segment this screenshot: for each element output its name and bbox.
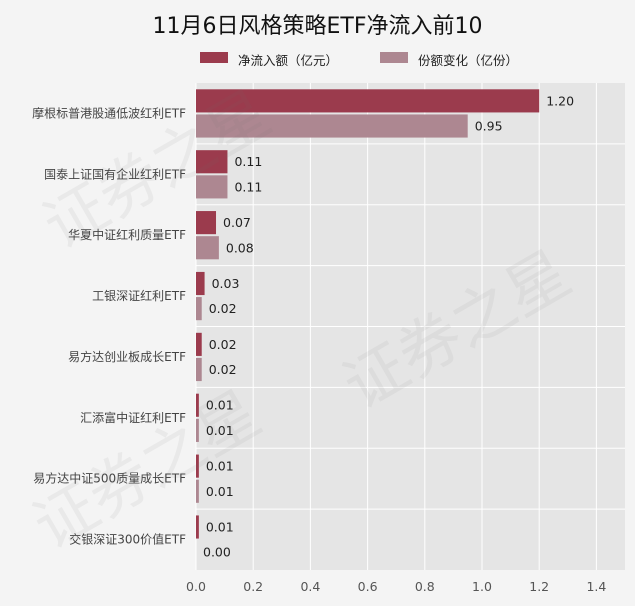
data-label-share-change: 0.00 xyxy=(203,545,231,560)
data-label-share-change: 0.02 xyxy=(209,301,237,316)
y-category-label: 交银深证300价值ETF xyxy=(69,532,186,547)
legend-label-share: 份额变化（亿份） xyxy=(418,53,519,68)
bar-inflow xyxy=(196,332,202,356)
bar-share-change xyxy=(196,357,202,382)
y-category-label: 易方达创业板成长ETF xyxy=(68,349,186,364)
bar-inflow xyxy=(196,271,205,296)
data-label-share-change: 0.95 xyxy=(475,119,503,134)
y-category-label: 汇添富中证红利ETF xyxy=(80,410,186,425)
data-label-inflow: 1.20 xyxy=(546,93,574,108)
bar-inflow xyxy=(196,454,199,478)
bar-inflow xyxy=(196,150,228,174)
y-category-label: 华夏中证红利质量ETF xyxy=(68,227,186,242)
x-tick-label: 0.4 xyxy=(300,579,320,594)
data-label-inflow: 0.01 xyxy=(206,398,234,413)
data-label-share-change: 0.01 xyxy=(206,423,234,438)
x-tick-label: 0.8 xyxy=(415,579,435,594)
bar-share-change xyxy=(196,418,199,442)
bar-share-change xyxy=(196,236,219,260)
y-category-label: 摩根标普港股通低波红利ETF xyxy=(32,105,186,120)
data-label-inflow: 0.01 xyxy=(206,519,234,534)
legend-swatch-share xyxy=(380,52,408,63)
bar-share-change xyxy=(196,297,202,321)
bar-share-change xyxy=(196,175,228,199)
bar-inflow xyxy=(196,515,199,539)
data-label-share-change: 0.02 xyxy=(209,362,237,377)
x-tick-label: 0.6 xyxy=(358,579,378,594)
y-category-label: 工银深证红利ETF xyxy=(92,288,186,303)
x-tick-label: 1.2 xyxy=(529,579,549,594)
legend-label-inflow: 净流入额（亿元） xyxy=(238,53,339,68)
data-label-share-change: 0.01 xyxy=(206,484,234,499)
data-label-inflow: 0.11 xyxy=(234,154,262,169)
bar-share-change xyxy=(196,114,468,138)
data-label-inflow: 0.01 xyxy=(206,459,234,474)
x-tick-label: 1.0 xyxy=(472,579,492,594)
y-category-label: 国泰上证国有企业红利ETF xyxy=(44,166,186,181)
data-label-inflow: 0.02 xyxy=(209,337,237,352)
x-tick-label: 1.4 xyxy=(586,579,606,594)
data-label-inflow: 0.03 xyxy=(212,276,240,291)
bar-inflow xyxy=(196,211,217,235)
chart-title: 11月6日风格策略ETF净流入前10 xyxy=(152,14,483,39)
bar-inflow xyxy=(196,393,199,417)
data-label-inflow: 0.07 xyxy=(223,215,251,230)
y-category-label: 易方达中证500质量成长ETF xyxy=(33,471,186,486)
data-label-share-change: 0.11 xyxy=(234,179,262,194)
x-tick-label: 0.2 xyxy=(243,579,263,594)
data-label-share-change: 0.08 xyxy=(226,240,254,255)
bar-inflow xyxy=(196,89,540,113)
bar-share-change xyxy=(196,479,199,503)
legend-swatch-inflow xyxy=(200,52,228,63)
x-tick-label: 0.0 xyxy=(186,579,206,594)
